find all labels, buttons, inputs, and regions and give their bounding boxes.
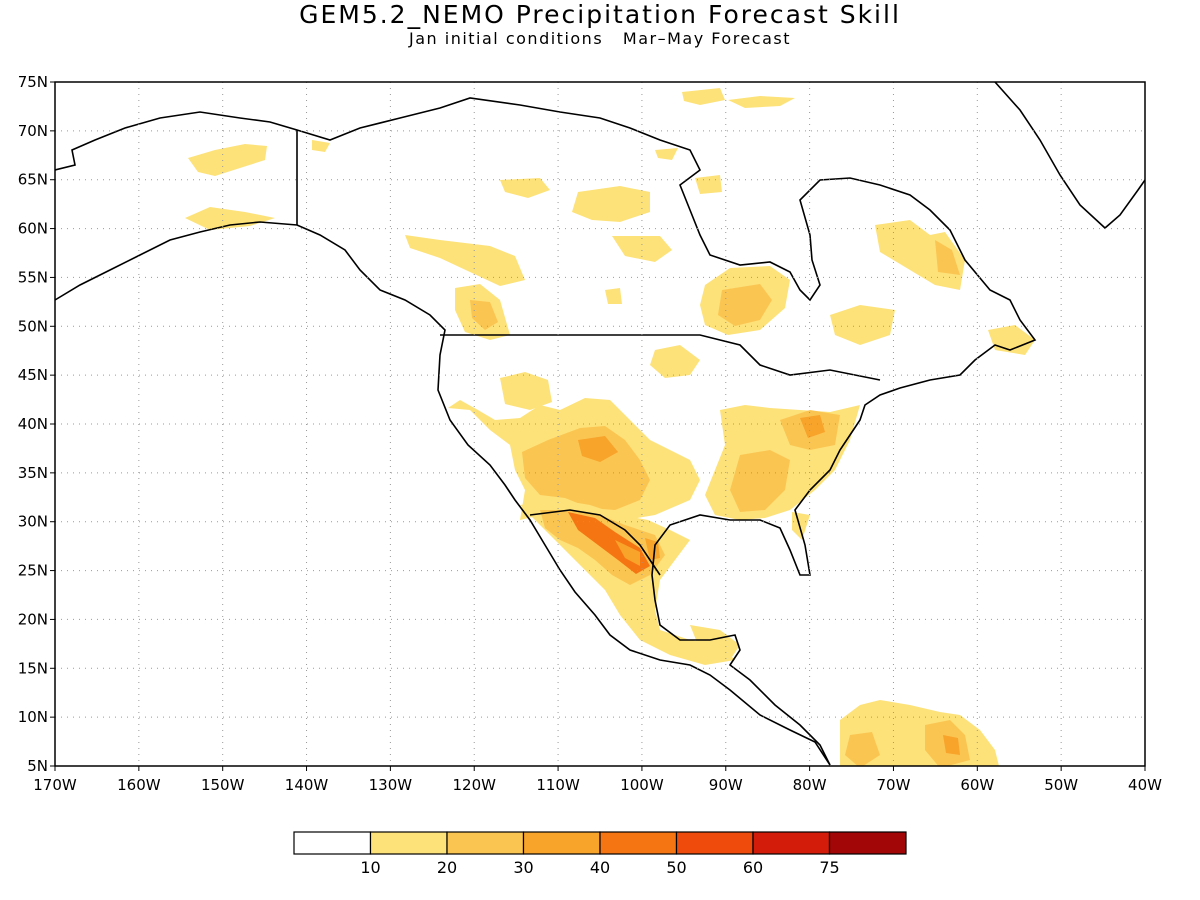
colorbar-label: 10 xyxy=(360,858,380,877)
lon-label: 50W xyxy=(1044,776,1078,794)
map-frame xyxy=(54,81,1146,767)
colorbar-label: 50 xyxy=(666,858,686,877)
lon-label: 100W xyxy=(620,776,664,794)
subtitle-forecast-season: Mar–May Forecast xyxy=(622,29,791,48)
colorbar-label: 30 xyxy=(513,858,533,877)
lon-label: 70W xyxy=(877,776,911,794)
lat-label: 55N xyxy=(18,268,48,286)
coastlines xyxy=(55,82,1145,766)
longitude-labels: 170W 160W 150W 140W 130W 120W 110W 100W 90W 80W 70… xyxy=(33,776,1162,794)
map-title: GEM5.2_NEMO Precipitation Forecast Skill xyxy=(299,0,901,29)
latitude-labels: 75N 70N 65N 60N 55N 50N 45N 40N 35N 30N 25N 20N 15N 1… xyxy=(18,73,48,775)
lat-label: 60N xyxy=(18,220,48,238)
lon-label: 40W xyxy=(1128,776,1162,794)
lat-label: 10N xyxy=(18,708,48,726)
map-subtitle: Jan initial conditions Mar–May Forecast xyxy=(0,29,1200,48)
lon-label: 130W xyxy=(369,776,413,794)
colorbar-label: 75 xyxy=(819,858,839,877)
colorbar-swatch xyxy=(828,831,907,855)
lon-label: 140W xyxy=(285,776,329,794)
lat-label: 70N xyxy=(18,122,48,140)
colorbar-label: 60 xyxy=(743,858,763,877)
lat-label: 30N xyxy=(18,513,48,531)
lat-label: 35N xyxy=(18,464,48,482)
lon-label: 90W xyxy=(709,776,743,794)
lon-label: 170W xyxy=(33,776,77,794)
colorbar-swatch xyxy=(522,831,601,855)
lat-label: 45N xyxy=(18,366,48,384)
lat-lon-grid xyxy=(50,81,1146,771)
skill-shading xyxy=(185,88,1035,766)
colorbar-swatch xyxy=(599,831,678,855)
lat-label: 75N xyxy=(18,73,48,91)
lat-label: 50N xyxy=(18,317,48,335)
colorbar-swatch xyxy=(675,831,754,855)
lon-label: 160W xyxy=(117,776,161,794)
lat-label: 5N xyxy=(27,757,48,775)
lat-label: 40N xyxy=(18,415,48,433)
lon-label: 150W xyxy=(201,776,245,794)
lat-label: 15N xyxy=(18,659,48,677)
lat-label: 65N xyxy=(18,171,48,189)
subtitle-initial-conditions: Jan initial conditions xyxy=(409,29,604,48)
lat-label: 25N xyxy=(18,562,48,580)
lat-label: 20N xyxy=(18,610,48,628)
colorbar: 10 20 30 40 50 60 75 xyxy=(293,831,907,877)
lon-label: 80W xyxy=(793,776,827,794)
colorbar-label: 40 xyxy=(590,858,610,877)
colorbar-swatch xyxy=(752,831,831,855)
lon-label: 110W xyxy=(536,776,580,794)
lon-label: 120W xyxy=(452,776,496,794)
lon-label: 60W xyxy=(960,776,994,794)
colorbar-swatch xyxy=(369,831,448,855)
colorbar-swatch xyxy=(293,831,372,855)
colorbar-swatch xyxy=(446,831,525,855)
colorbar-label: 20 xyxy=(437,858,457,877)
